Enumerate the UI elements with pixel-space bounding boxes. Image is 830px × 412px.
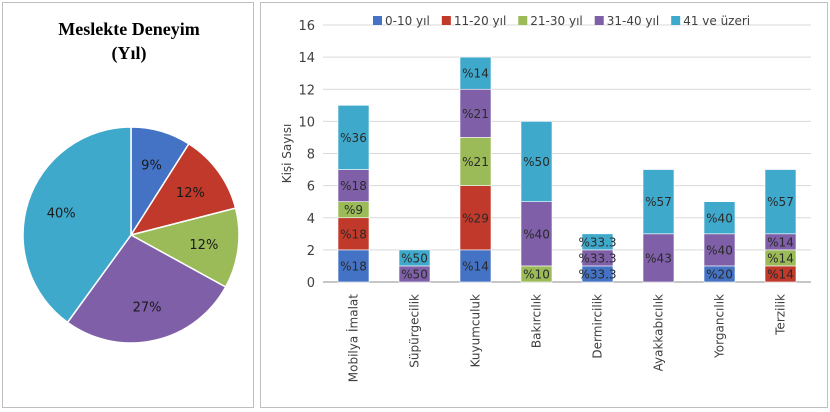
y-tick-label: 8 xyxy=(307,148,315,163)
y-tick-label: 14 xyxy=(298,51,315,66)
bar-data-label: %50 xyxy=(523,155,550,169)
bar-data-label: %14 xyxy=(767,235,794,249)
bar-data-label: %14 xyxy=(767,251,794,265)
bar-chart-panel: 0 2 4 6 8 10 12 14 16 Kişi Sayısı %18 %18 %9 %18 %36 Mo… xyxy=(260,2,828,408)
pie-slice-label-1: 12% xyxy=(176,186,205,201)
x-category-label: Bakırcılık xyxy=(530,294,544,348)
bar-data-label: %36 xyxy=(340,131,367,145)
legend-swatch xyxy=(594,16,604,25)
bar-segment xyxy=(459,56,492,90)
y-tick-label: 12 xyxy=(298,83,315,98)
bar-data-label: %18 xyxy=(340,179,367,193)
bar-data-label: %29 xyxy=(462,211,489,225)
pie-chart-panel: Meslekte Deneyim (Yıl) 9% 12% 12% 27% 40% xyxy=(2,2,254,408)
bar-data-label: %50 xyxy=(401,267,428,281)
pie-slice-1 xyxy=(129,142,237,237)
bar-segment xyxy=(581,233,614,251)
pie-slice-label-2: 12% xyxy=(189,238,218,253)
stacked-bar-chart: 0 2 4 6 8 10 12 14 16 Kişi Sayısı %18 %18 %9 %18 %36 Mo… xyxy=(280,14,811,383)
x-category-label: Ayakkabıcılık xyxy=(652,294,666,371)
pie-chart-subtitle: (Yıl) xyxy=(111,43,147,63)
pie-slice-label-4: 40% xyxy=(47,206,76,221)
pie-chart: 9% 12% 12% 27% 40% xyxy=(22,126,240,344)
bar-segment xyxy=(642,233,675,283)
y-tick-label: 0 xyxy=(307,276,315,291)
bar-data-label: %40 xyxy=(523,227,550,241)
bar-segment xyxy=(459,88,492,138)
y-axis-title: Kişi Sayısı xyxy=(280,124,294,184)
legend-swatch xyxy=(441,16,451,25)
x-category-label: Terzilik xyxy=(774,294,788,336)
bar-data-label: %57 xyxy=(645,195,672,209)
bar-segment xyxy=(459,137,492,186)
bar-data-label: %9 xyxy=(344,203,363,217)
legend-swatch xyxy=(518,16,528,25)
bar-data-label: %33.3 xyxy=(578,267,616,281)
bar-data-label: %40 xyxy=(706,211,733,225)
x-category-label: Yorgancılık xyxy=(713,294,727,359)
bar-segment xyxy=(459,185,492,251)
legend-label: 11-20 yıl xyxy=(454,14,506,28)
bar-data-label: %57 xyxy=(767,195,794,209)
bar-data-label: %14 xyxy=(462,259,489,273)
legend-label: 0-10 yıl xyxy=(385,14,430,28)
bar-segment xyxy=(703,201,736,235)
bar-data-label: %40 xyxy=(706,243,733,257)
bar-segment xyxy=(764,169,797,235)
x-category-label: Kuyumculuk xyxy=(469,294,483,367)
legend-swatch xyxy=(671,16,681,25)
pie-slice-label-0: 9% xyxy=(141,158,162,173)
bar-segment xyxy=(520,121,553,202)
pie-slice-2 xyxy=(128,207,240,289)
legend-label: 31-40 yıl xyxy=(607,14,659,28)
bar-data-label: %21 xyxy=(462,155,489,169)
bar-data-label: %21 xyxy=(462,107,489,121)
bar-data-label: %10 xyxy=(523,267,550,281)
legend-label: 21-30 yıl xyxy=(530,14,582,28)
bar-data-label: %33.3 xyxy=(578,251,616,265)
y-tick-label: 6 xyxy=(307,180,315,195)
y-tick-label: 2 xyxy=(307,244,315,259)
y-tick-label: 10 xyxy=(298,115,315,130)
bar-segment xyxy=(520,201,553,267)
bar-data-label: %18 xyxy=(340,259,367,273)
bar-data-label: %20 xyxy=(706,267,733,281)
y-tick-label: 16 xyxy=(298,19,315,34)
x-category-label: Süpürgecilik xyxy=(408,294,422,368)
bar-segment xyxy=(337,217,370,251)
y-tick-label: 4 xyxy=(307,212,315,227)
x-category-label: Dermircilik xyxy=(591,294,605,359)
pie-slice-4 xyxy=(22,126,132,324)
legend-swatch xyxy=(373,16,382,25)
pie-slice-3 xyxy=(66,234,227,344)
bar-segment xyxy=(337,249,370,283)
bar-data-label: %33.3 xyxy=(578,235,616,249)
pie-slice-label-3: 27% xyxy=(133,301,162,316)
bar-segment xyxy=(703,233,736,267)
bar-data-label: %50 xyxy=(401,251,428,265)
pie-chart-title: Meslekte Deneyim xyxy=(58,19,200,39)
bar-data-label: %14 xyxy=(462,67,489,81)
bar-data-label: %43 xyxy=(645,251,672,265)
x-category-label: Mobilya İmalat xyxy=(346,294,361,383)
bar-segment xyxy=(337,105,370,170)
bar-segment xyxy=(337,169,370,202)
bar-data-label: %14 xyxy=(767,267,794,281)
bar-data-label: %18 xyxy=(340,227,367,241)
bar-segment xyxy=(398,249,431,267)
legend-label: 41 ve üzeri xyxy=(683,14,750,28)
bar-segment xyxy=(459,249,492,283)
bar-segment xyxy=(642,169,675,235)
